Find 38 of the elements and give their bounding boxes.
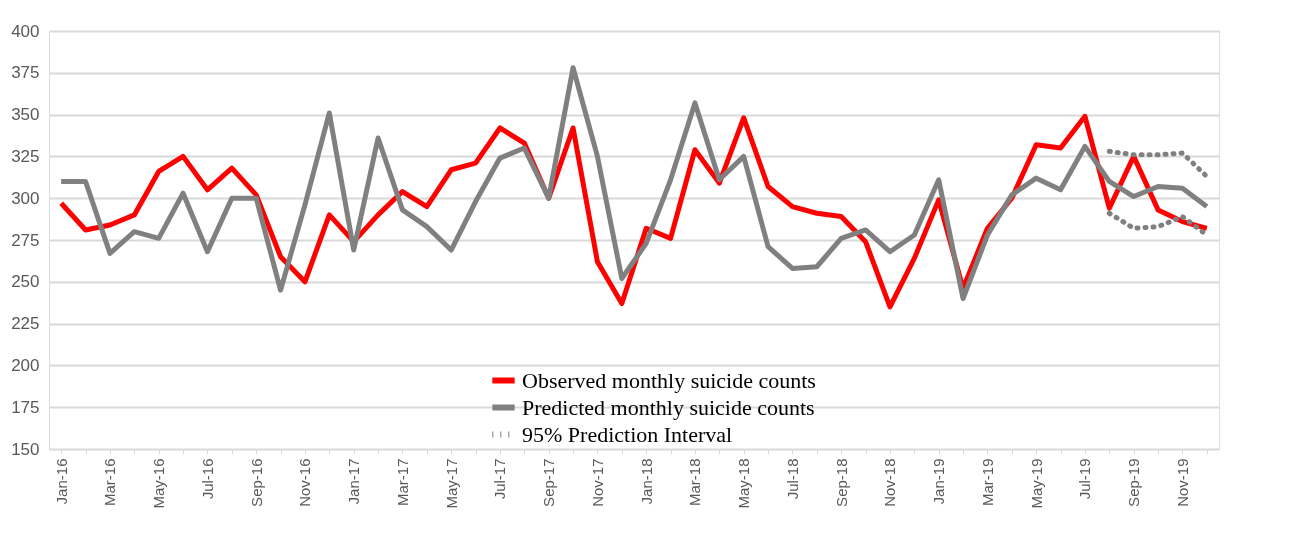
x-tick-label: Mar-16	[101, 458, 119, 507]
y-tick-label: 375	[11, 63, 40, 83]
x-tick-label: Sep-19	[1125, 458, 1143, 507]
x-tick-label: Nov-17	[588, 458, 606, 507]
x-tick-label: Jan-19	[930, 458, 948, 505]
x-tick-label: Nov-19	[1173, 458, 1191, 507]
x-tick-label: May-16	[150, 458, 168, 509]
y-tick-label: 225	[11, 314, 40, 334]
x-tick-label: May-18	[735, 458, 753, 509]
x-tick-label: Jul-16	[198, 458, 216, 500]
x-tick-label: Sep-18	[832, 458, 850, 507]
x-tick-label: Mar-19	[978, 458, 996, 507]
y-tick-label: 250	[11, 272, 40, 292]
legend-label: 95% Prediction Interval	[522, 421, 733, 447]
y-tick-label: 275	[11, 230, 40, 250]
x-tick-label: Jul-18	[783, 458, 801, 500]
y-tick-label: 175	[11, 397, 40, 417]
y-tick-label: 200	[11, 355, 40, 375]
x-tick-label: Mar-17	[393, 458, 411, 507]
x-tick-label: May-19	[1027, 458, 1045, 509]
y-tick-label: 300	[11, 188, 40, 208]
y-tick-label: 400	[11, 21, 40, 41]
x-tick-label: Jul-17	[491, 458, 509, 500]
x-tick-label: Mar-18	[686, 458, 704, 507]
x-tick-label: Jan-16	[52, 458, 70, 505]
x-tick-label: Nov-16	[296, 458, 314, 507]
y-tick-label: 150	[11, 439, 40, 459]
x-tick-label: Sep-17	[540, 458, 558, 507]
legend-label: Observed monthly suicide counts	[522, 367, 816, 393]
y-tick-label: 350	[11, 105, 40, 125]
x-tick-label: Jan-17	[345, 458, 363, 505]
legend-label: Predicted monthly suicide counts	[522, 394, 815, 420]
x-tick-label: May-17	[442, 458, 460, 509]
y-tick-label: 325	[11, 146, 40, 166]
x-tick-label: Nov-18	[881, 458, 899, 507]
x-tick-label: Jul-19	[1076, 458, 1094, 500]
x-tick-label: Jan-18	[637, 458, 655, 505]
x-tick-label: Sep-16	[247, 458, 265, 507]
